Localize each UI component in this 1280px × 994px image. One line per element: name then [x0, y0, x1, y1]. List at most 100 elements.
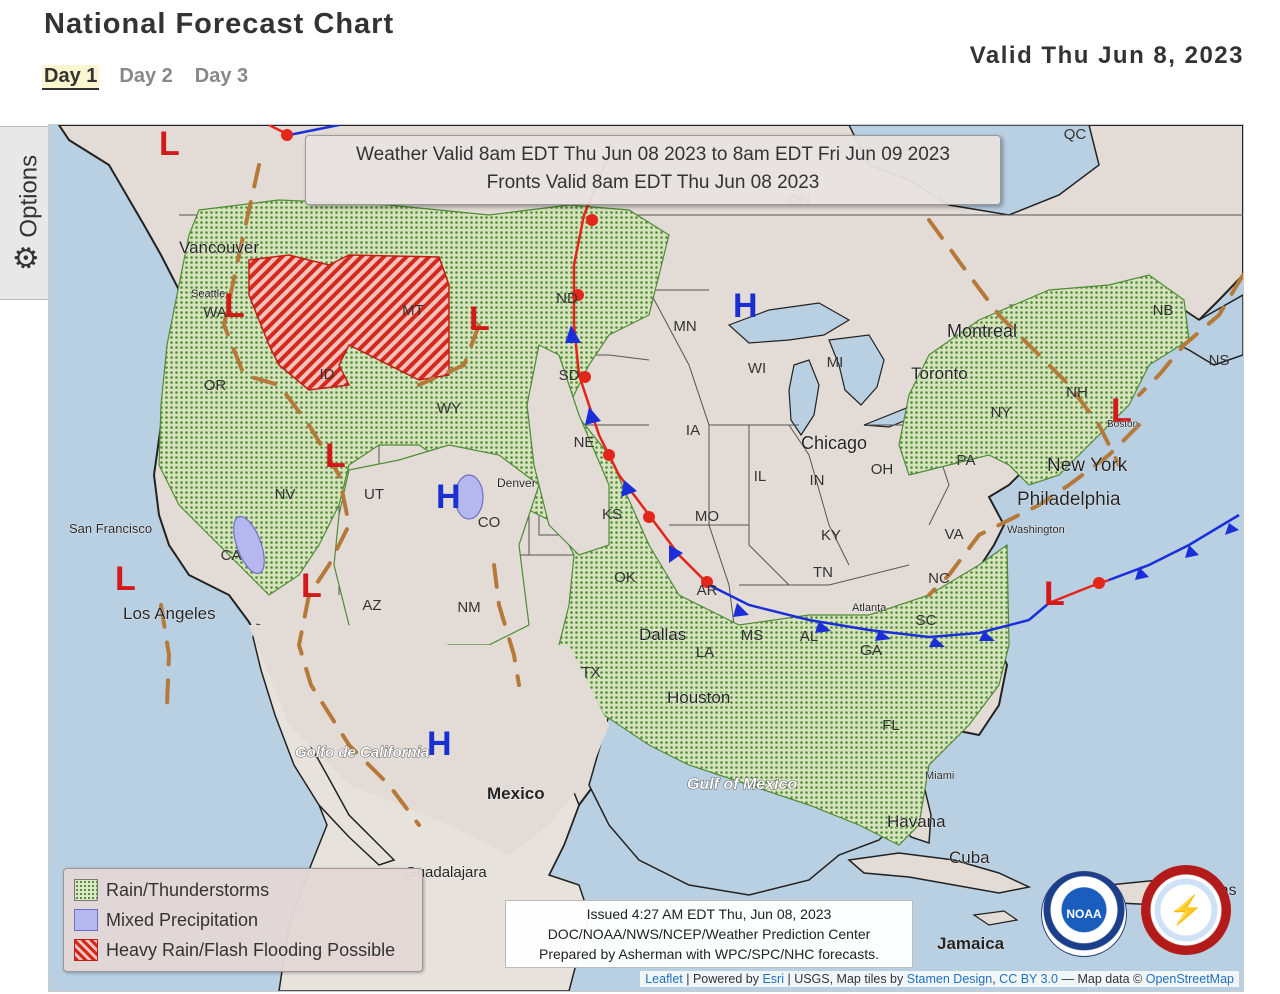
svg-text:MT: MT	[402, 302, 424, 319]
tab-day-1[interactable]: Day 1	[42, 65, 100, 90]
pressure-centers: L L L L L L L L H H H	[115, 125, 1132, 763]
svg-text:Atlanta: Atlanta	[852, 602, 887, 614]
legend-swatch-rain	[74, 879, 98, 901]
svg-text:NE: NE	[574, 434, 595, 451]
svg-text:Philadelphia: Philadelphia	[1017, 489, 1121, 510]
noaa-logo[interactable]: NOAA	[1041, 871, 1127, 957]
svg-text:NM: NM	[457, 599, 480, 616]
svg-text:TN: TN	[813, 564, 833, 581]
troughs	[159, 163, 1243, 827]
lake-huron	[828, 334, 885, 406]
svg-text:Dallas: Dallas	[639, 625, 686, 644]
svg-text:WI: WI	[748, 360, 766, 377]
esri-link[interactable]: Esri	[762, 972, 784, 986]
svg-text:Boston: Boston	[1107, 419, 1138, 430]
svg-text:CO: CO	[478, 514, 501, 531]
svg-text:MS: MS	[741, 627, 764, 644]
low-pacific-sw: L	[115, 560, 136, 598]
heavy-rain-area	[248, 254, 450, 391]
valid-date: Valid Thu Jun 8, 2023	[969, 42, 1244, 69]
tab-day-2[interactable]: Day 2	[119, 65, 173, 87]
svg-text:LA: LA	[696, 644, 714, 661]
mixed-precip-colorado	[454, 474, 484, 520]
high-michigan: H	[733, 287, 758, 325]
svg-text:TX: TX	[581, 664, 600, 681]
svg-text:NH: NH	[1066, 384, 1088, 401]
lake-michigan	[788, 359, 820, 437]
fronts-valid-text: Fronts Valid 8am EDT Thu Jun 08 2023	[486, 172, 820, 193]
svg-text:VA: VA	[945, 526, 964, 543]
options-label: ⚙ Options	[10, 155, 45, 271]
svg-text:QC: QC	[1064, 126, 1087, 143]
tab-day-3[interactable]: Day 3	[194, 65, 249, 87]
low-new-england: L	[1111, 392, 1132, 430]
low-arizona: L	[301, 567, 322, 605]
weather-valid-text: Weather Valid 8am EDT Thu Jun 08 2023 to…	[356, 144, 950, 165]
low-montana: L	[469, 300, 490, 338]
noaa-logo-text: NOAA	[1066, 907, 1102, 921]
svg-text:UT: UT	[364, 486, 384, 503]
map-viewport[interactable]: L L L L L L L L H H H WA OR CA NV ID MT …	[48, 124, 1244, 992]
legend-label-heavy: Heavy Rain/Flash Flooding Possible	[106, 939, 396, 960]
svg-text:Havana: Havana	[887, 812, 946, 831]
cold-front-atlantic	[1028, 513, 1240, 621]
dry-gap-plains	[526, 344, 610, 556]
tiles-text: USGS, Map tiles by	[794, 972, 904, 986]
svg-text:NC: NC	[928, 570, 950, 587]
svg-text:Houston: Houston	[667, 688, 730, 707]
gear-icon: ⚙	[10, 244, 44, 272]
rain-area-northeast	[898, 274, 1190, 486]
svg-text:MI: MI	[827, 354, 844, 371]
svg-text:WY: WY	[437, 400, 461, 417]
svg-text:SC: SC	[916, 612, 937, 629]
svg-text:Gulf of Mexico: Gulf of Mexico	[687, 776, 797, 793]
svg-text:Denver: Denver	[497, 476, 536, 490]
svg-text:Guadalajara: Guadalajara	[405, 864, 487, 881]
svg-text:GA: GA	[860, 642, 882, 659]
svg-text:IN: IN	[810, 472, 825, 489]
state-labels: WA OR CA NV ID MT WY UT CO AZ NM ND SD N…	[203, 126, 1229, 734]
svg-text:Mexico: Mexico	[487, 784, 545, 803]
legend-item-rain: Rain/Thunderstorms	[74, 877, 269, 903]
leaflet-link[interactable]: Leaflet	[645, 972, 683, 986]
svg-text:NY: NY	[991, 404, 1012, 421]
high-colorado: H	[436, 478, 461, 516]
svg-text:Seattle: Seattle	[191, 288, 225, 300]
options-tab[interactable]: ⚙ Options	[0, 126, 55, 300]
svg-text:San Francisco: San Francisco	[69, 521, 152, 536]
svg-text:ID: ID	[320, 366, 335, 383]
legend: Rain/Thunderstorms Mixed Precipitation H…	[63, 868, 423, 972]
svg-text:WA: WA	[203, 304, 227, 321]
day-tabs: Day 1 Day 2 Day 3	[42, 65, 250, 90]
issued-prepared-by: Prepared by Asherman with WPC/SPC/NHC fo…	[538, 946, 879, 962]
svg-text:NB: NB	[1153, 302, 1174, 319]
dry-gap-basin	[333, 444, 540, 646]
stamen-link[interactable]: Stamen Design	[906, 972, 993, 986]
legend-item-heavy: Heavy Rain/Flash Flooding Possible	[74, 937, 395, 963]
svg-text:Toronto: Toronto	[911, 364, 968, 383]
svg-text:PA: PA	[957, 452, 976, 469]
legend-label-mixed: Mixed Precipitation	[106, 909, 259, 930]
svg-text:IL: IL	[754, 468, 767, 485]
forecast-map[interactable]: L L L L L L L L H H H WA OR CA NV ID MT …	[49, 125, 1243, 991]
svg-text:Cuba: Cuba	[949, 848, 990, 867]
svg-text:Golfo de California: Golfo de California	[295, 744, 429, 761]
legend-label-rain: Rain/Thunderstorms	[106, 879, 270, 900]
svg-text:Jamaica: Jamaica	[937, 934, 1005, 953]
options-text: Options	[15, 154, 43, 238]
valid-times-box: Weather Valid 8am EDT Thu Jun 08 2023 to…	[305, 135, 1001, 205]
svg-text:ND: ND	[556, 290, 578, 307]
svg-text:AZ: AZ	[362, 597, 381, 614]
issued-time: Issued 4:27 AM EDT Thu, Jun 08, 2023	[586, 906, 832, 922]
high-baja: H	[427, 725, 452, 763]
land-cuba	[847, 852, 1032, 894]
svg-text:New York: New York	[1047, 455, 1128, 476]
license-link[interactable]: CC BY 3.0	[999, 972, 1058, 986]
low-washington: L	[224, 287, 245, 325]
osm-link[interactable]: OpenStreetMap	[1145, 972, 1234, 986]
legend-swatch-mixed	[74, 909, 98, 931]
svg-text:NS: NS	[1209, 352, 1230, 369]
stationary-front	[572, 154, 710, 586]
land-jamaica	[972, 910, 1019, 926]
nws-logo[interactable]: ⚡	[1141, 865, 1231, 955]
